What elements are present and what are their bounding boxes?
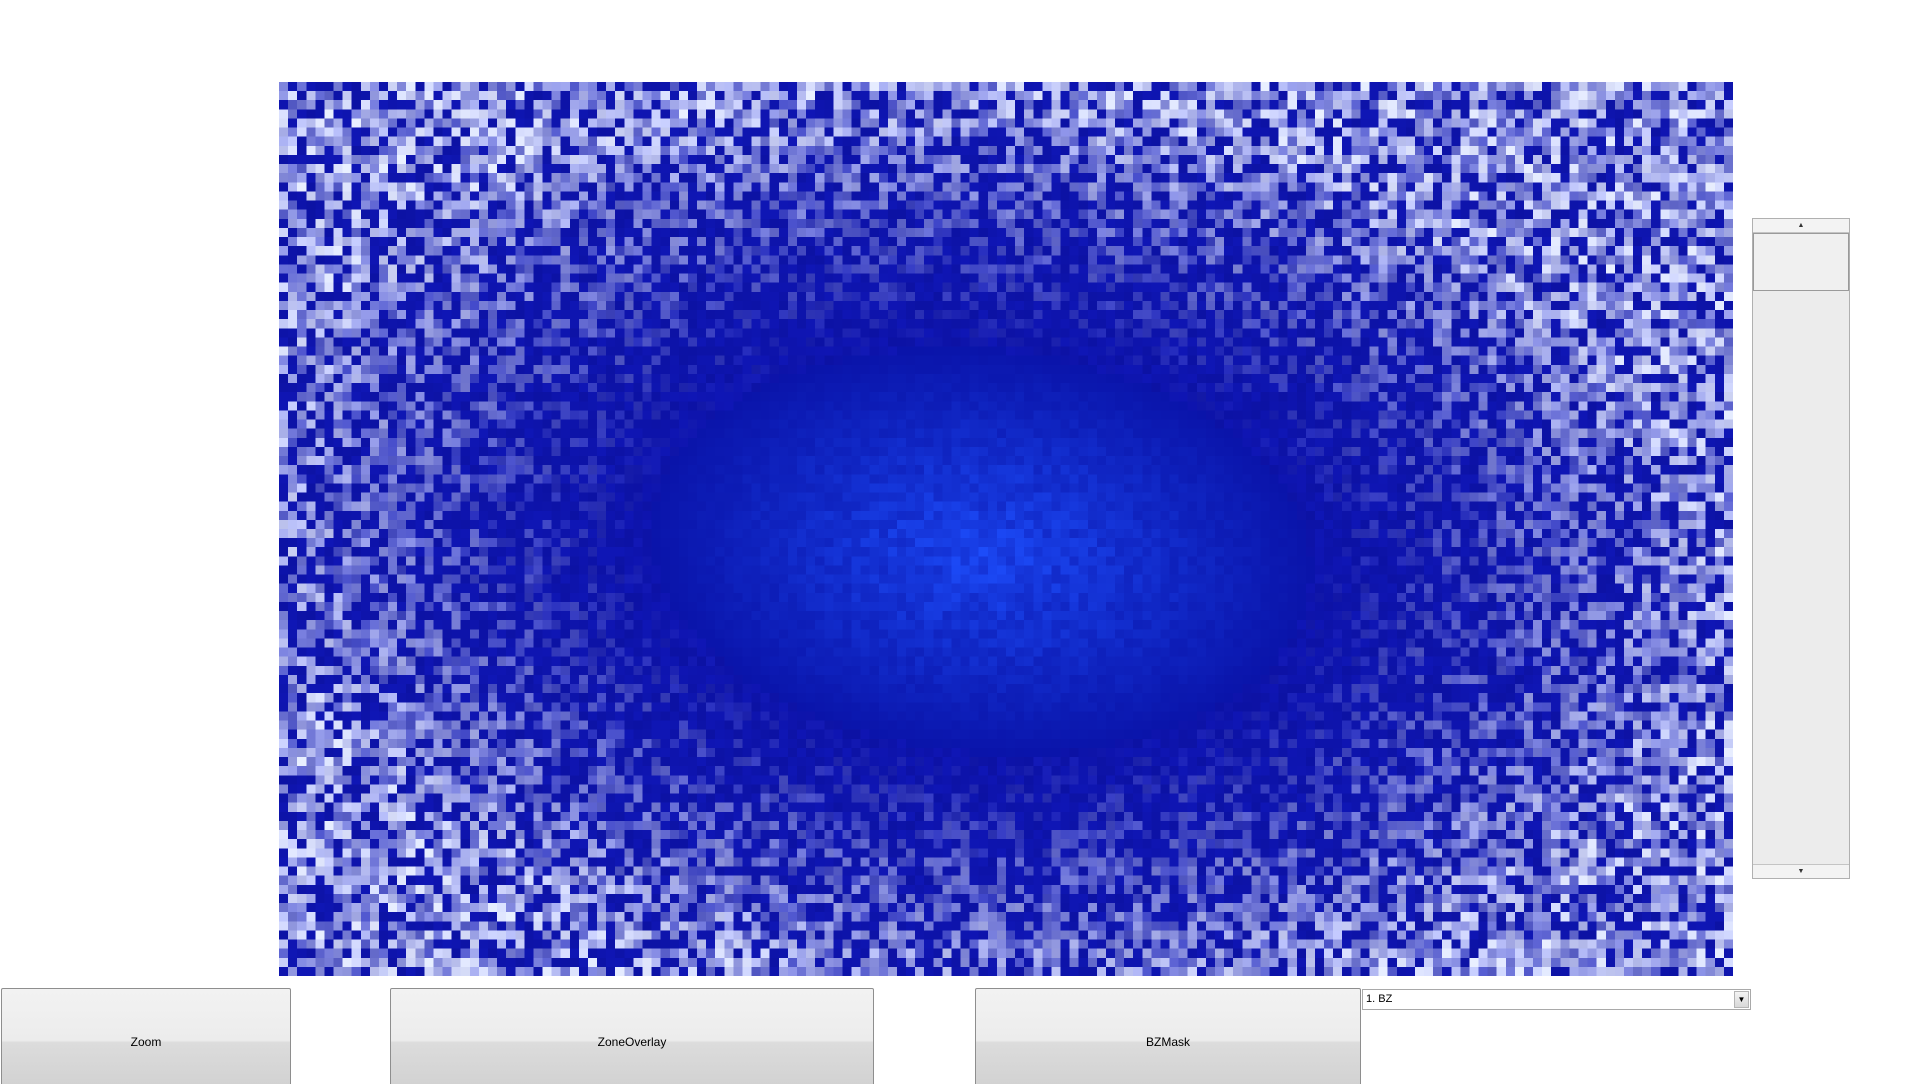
- scroll-up-arrow-icon[interactable]: ▲: [1753, 219, 1849, 233]
- zone-select-dropdown[interactable]: 1. BZ ▼: [1362, 989, 1751, 1010]
- scroll-down-arrow-icon[interactable]: ▼: [1753, 864, 1849, 878]
- dropdown-arrow-icon[interactable]: ▼: [1734, 991, 1749, 1008]
- heatmap-image[interactable]: [279, 82, 1733, 976]
- zoom-button[interactable]: Zoom: [1, 988, 291, 1084]
- vertical-scrollbar[interactable]: ▲ ▼: [1752, 218, 1850, 879]
- bzmask-button[interactable]: BZMask: [975, 988, 1361, 1084]
- zone-select-value: 1. BZ: [1366, 993, 1393, 1005]
- zone-overlay-button[interactable]: ZoneOverlay: [390, 988, 874, 1084]
- scroll-thumb[interactable]: [1753, 233, 1849, 291]
